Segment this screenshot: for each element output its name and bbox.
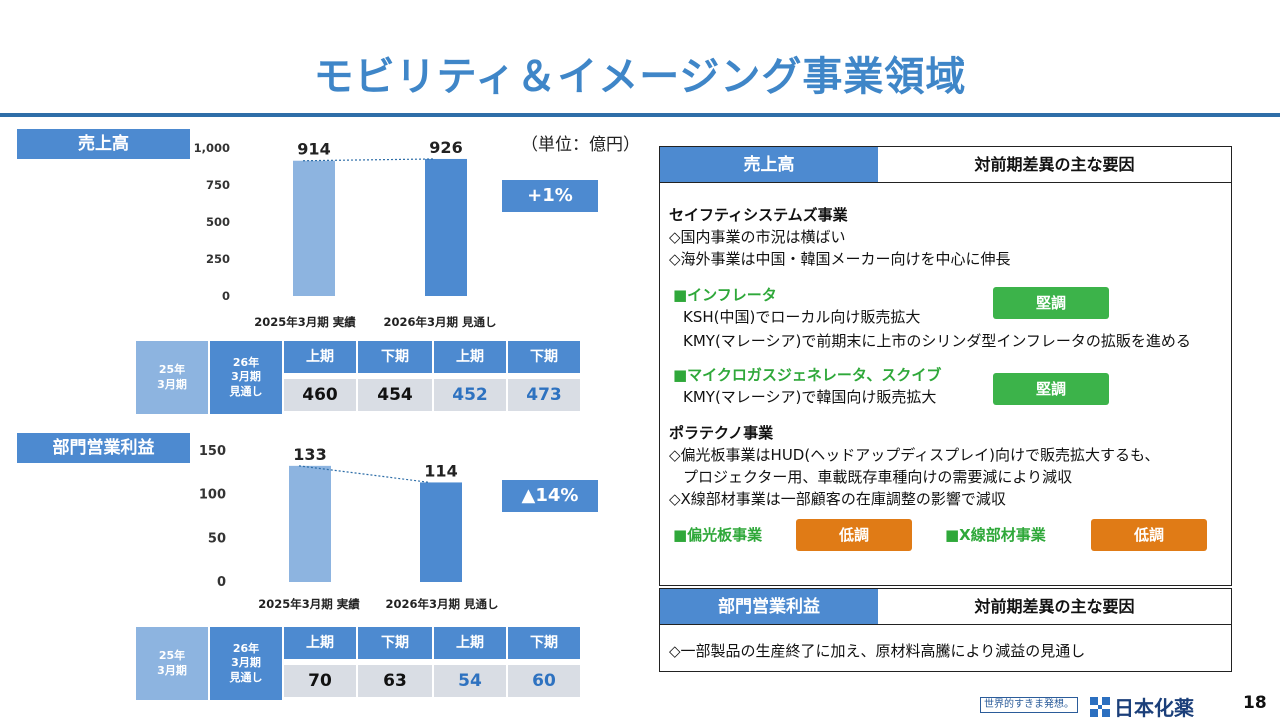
unit-label: （単位：億円） <box>521 135 640 155</box>
header-first-half: 上期 <box>434 627 506 659</box>
sales-factors-panel: 売上高 対前期差異の主な要因 セイフティシステムズ事業 ◇国内事業の市況は横ばい… <box>659 146 1232 586</box>
profit-half-table: 25年 3月期 上期 下期 26年 3月期 見通し 上期 下期 70 63 54 60 <box>136 627 580 700</box>
data-label: 114 <box>424 461 457 480</box>
panel-header-left: 売上高 <box>660 147 878 182</box>
header-second-half: 下期 <box>508 341 580 373</box>
polarizer-title: ■偏光板事業 <box>673 526 763 544</box>
tagline: 世界的すきま発想。 <box>980 697 1078 713</box>
profit-chart-label: 部門営業利益 <box>17 433 190 463</box>
panel-header: 部門営業利益 対前期差異の主な要因 <box>660 589 1231 625</box>
year-label-2025: 25年 3月期 <box>136 341 208 414</box>
header-second-half: 下期 <box>358 341 432 373</box>
bar <box>420 482 462 582</box>
sales-change-badge: +1% <box>502 180 598 212</box>
header-second-half: 下期 <box>508 627 580 659</box>
y-axis: 0 50 100 150 <box>199 444 226 590</box>
cell-2025-h2: 454 <box>358 379 432 411</box>
profit-change-badge: ▲14% <box>502 480 598 512</box>
cell-2026-h2: 60 <box>508 665 580 697</box>
y-tick-label: 250 <box>206 252 230 266</box>
micro-gas-title: ■マイクロガスジェネレータ、スクイブ <box>673 366 942 384</box>
cell-2026-h1: 54 <box>434 665 506 697</box>
panel-header-left: 部門営業利益 <box>660 589 878 624</box>
y-tick-label: 100 <box>199 488 226 503</box>
panel-header: 売上高 対前期差異の主な要因 <box>660 147 1231 183</box>
logo-mark-icon <box>1090 696 1110 717</box>
xray-title: ■X線部材事業 <box>945 526 1046 544</box>
y-tick-label: 50 <box>208 531 226 546</box>
y-tick-label: 500 <box>206 215 230 229</box>
safety-title: セイフティシステムズ事業 <box>669 206 848 224</box>
y-tick-label: 0 <box>222 289 230 303</box>
cell-2025-h1: 70 <box>284 665 356 697</box>
year-label-2025: 25年 3月期 <box>136 627 208 700</box>
bar <box>293 160 335 296</box>
data-label: 133 <box>293 445 326 464</box>
header-first-half: 上期 <box>434 341 506 373</box>
sales-chart-label: 売上高 <box>17 129 190 159</box>
profit-bar-chart: 0 50 100 150 133 114 2025年3月期 実績 2026年3月期 見通… <box>199 444 499 611</box>
x-tick-label: 2025年3月期 実績 <box>254 315 356 329</box>
inflator-line: KMY(マレーシア)で前期末に上市のシリンダ型インフレータの拡販を進める <box>683 332 1191 350</box>
page-number: 18 <box>1243 693 1267 713</box>
polatechno-line: ◇X線部材事業は一部顧客の在庫調整の影響で減収 <box>669 490 1006 508</box>
profit-factors-panel: 部門営業利益 対前期差異の主な要因 ◇一部製品の生産終了に加え、原材料高騰により… <box>659 588 1232 672</box>
y-tick-label: 0 <box>217 575 226 590</box>
panel-header-right: 対前期差異の主な要因 <box>974 597 1135 616</box>
bars: 914 926 <box>293 138 467 296</box>
inflator-line: KSH(中国)でローカル向け販売拡大 <box>683 308 921 326</box>
y-tick-label: 150 <box>199 444 226 459</box>
safety-line: ◇海外事業は中国・韓国メーカー向けを中心に伸長 <box>669 250 1011 268</box>
inflator-status-badge: 堅調 <box>993 287 1109 319</box>
polatechno-line: プロジェクター用、車載既存車種向けの需要減により減収 <box>683 468 1073 486</box>
sales-half-table: 25年 3月期 上期 下期 26年 3月期 見通し 上期 下期 460 454 452… <box>136 341 580 414</box>
data-label: 914 <box>297 140 330 159</box>
micro-gas-status-badge: 堅調 <box>993 373 1109 405</box>
inflator-title: ■インフレータ <box>673 286 777 304</box>
logo-text: 日本化薬 <box>1114 696 1194 720</box>
page-title: モビリティ＆イメージング事業領域 <box>313 54 967 100</box>
trend-line <box>302 158 436 162</box>
title-divider <box>0 113 1280 117</box>
x-tick-label: 2025年3月期 実績 <box>258 597 360 611</box>
profit-factor-line: ◇一部製品の生産終了に加え、原材料高騰により減益の見通し <box>669 642 1086 660</box>
xray-status-badge: 低調 <box>1091 519 1207 551</box>
bars: 133 114 <box>289 445 462 582</box>
header-second-half: 下期 <box>358 627 432 659</box>
polarizer-status-badge: 低調 <box>796 519 912 551</box>
header-first-half: 上期 <box>284 341 356 373</box>
x-tick-label: 2026年3月期 見通し <box>385 597 498 611</box>
cell-2026-h2: 473 <box>508 379 580 411</box>
company-logo: 日本化薬 <box>1090 692 1194 720</box>
sales-bar-chart: 0 250 500 750 1,000 914 926 2025年3月期 実績 2026年… <box>194 138 497 329</box>
header-first-half: 上期 <box>284 627 356 659</box>
polatechno-line: ◇偏光板事業はHUD(ヘッドアップディスプレイ)向けで販売拡大するも、 <box>669 446 1160 464</box>
cell-2025-h1: 460 <box>284 379 356 411</box>
y-axis: 0 250 500 750 1,000 <box>194 141 230 303</box>
data-label: 926 <box>429 138 462 157</box>
year-label-2026: 26年 3月期 見通し <box>210 341 282 414</box>
x-tick-label: 2026年3月期 見通し <box>383 315 496 329</box>
polatechno-title: ポラテクノ事業 <box>669 424 774 442</box>
y-tick-label: 750 <box>206 178 230 192</box>
panel-header-right: 対前期差異の主な要因 <box>974 155 1135 174</box>
safety-line: ◇国内事業の市況は横ばい <box>669 228 846 246</box>
cell-2025-h2: 63 <box>358 665 432 697</box>
cell-2026-h1: 452 <box>434 379 506 411</box>
year-label-2026: 26年 3月期 見通し <box>210 627 282 700</box>
micro-gas-line: KMY(マレーシア)で韓国向け販売拡大 <box>683 388 937 406</box>
bar <box>289 465 331 582</box>
y-tick-label: 1,000 <box>194 141 230 155</box>
bar <box>425 158 467 296</box>
